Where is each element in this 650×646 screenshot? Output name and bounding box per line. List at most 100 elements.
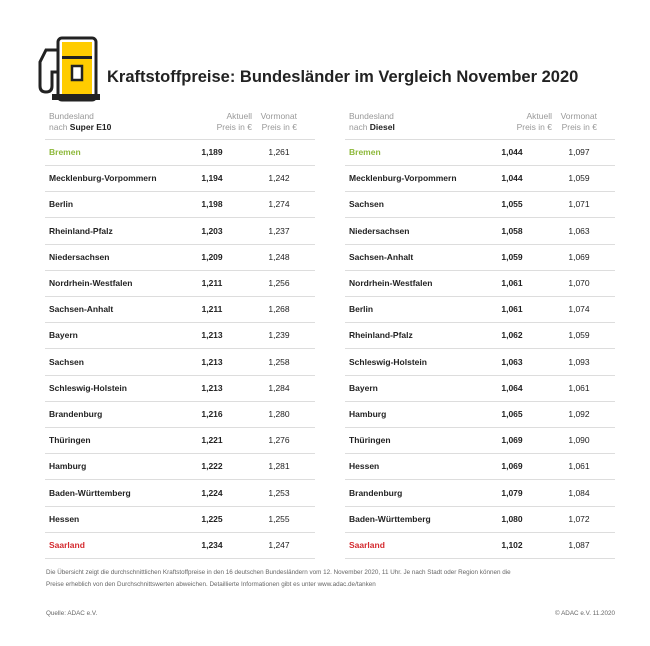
- separator: [45, 191, 315, 193]
- previous-price: 1,071: [568, 199, 590, 210]
- state-name: Sachsen-Anhalt: [49, 304, 114, 315]
- previous-price: 1,268: [268, 304, 290, 315]
- current-price: 1,044: [501, 147, 523, 157]
- current-price: 1,213: [201, 330, 223, 341]
- current-price: 1,222: [201, 461, 223, 472]
- header-fuel: Super E10: [69, 122, 112, 132]
- current-price: 1,062: [501, 330, 523, 341]
- current-price: 1,194: [201, 173, 223, 184]
- separator: [45, 453, 315, 455]
- previous-price: 1,059: [568, 330, 590, 341]
- title: Kraftstoffpreise: Bundesländer im Vergle…: [107, 68, 579, 86]
- previous-price: 1,253: [268, 487, 290, 498]
- current-price: 1,209: [201, 251, 223, 262]
- state-name: Saarland: [349, 540, 385, 550]
- separator: [45, 296, 315, 297]
- header-previous: Vormonat: [560, 111, 597, 121]
- state-name: Hamburg: [49, 461, 87, 472]
- state-name: Rheinland-Pfalz: [49, 225, 113, 236]
- previous-price: 1,097: [568, 147, 590, 157]
- current-price: 1,044: [501, 173, 523, 184]
- separator: [45, 479, 315, 481]
- current-price: 1,058: [501, 225, 523, 236]
- previous-price: 1,237: [268, 225, 290, 236]
- current-price: 1,216: [201, 409, 223, 419]
- current-price: 1,213: [201, 356, 223, 367]
- header-current: Aktuell: [526, 111, 552, 121]
- current-price: 1,065: [501, 409, 523, 419]
- previous-price: 1,093: [568, 356, 590, 367]
- separator: [45, 139, 315, 140]
- previous-price: 1,256: [268, 278, 290, 288]
- current-price: 1,069: [501, 435, 523, 446]
- separator: [345, 558, 615, 559]
- separator: [345, 374, 615, 376]
- previous-price: 1,280: [268, 409, 290, 419]
- separator: [45, 217, 315, 219]
- header-name: nach Super E10: [49, 122, 111, 133]
- separator: [345, 165, 615, 166]
- header-name: nach Diesel: [349, 122, 395, 133]
- header-previous: Preis in €: [561, 122, 597, 132]
- state-name: Brandenburg: [349, 487, 403, 498]
- separator: [45, 427, 315, 428]
- header-fuel: Diesel: [369, 122, 395, 132]
- separator: [345, 531, 615, 533]
- header-text: nach: [349, 122, 370, 132]
- previous-price: 1,087: [568, 540, 590, 550]
- previous-price: 1,255: [268, 513, 290, 524]
- state-name: Sachsen: [49, 356, 84, 367]
- current-price: 1,059: [501, 251, 523, 262]
- separator: [345, 217, 615, 219]
- current-price: 1,198: [201, 199, 223, 210]
- note: Preise erheblich von den Durchschnittswe…: [46, 581, 376, 588]
- previous-price: 1,239: [268, 330, 290, 341]
- previous-price: 1,274: [268, 199, 290, 210]
- current-price: 1,080: [501, 513, 523, 524]
- previous-price: 1,061: [568, 382, 590, 393]
- current-price: 1,213: [201, 382, 223, 393]
- current-price: 1,069: [501, 461, 523, 472]
- separator: [45, 505, 315, 507]
- current-price: 1,061: [501, 304, 523, 315]
- state-name: Saarland: [49, 540, 85, 550]
- separator: [45, 374, 315, 376]
- state-name: Mecklenburg-Vorpommern: [349, 173, 457, 184]
- separator: [45, 400, 315, 402]
- separator: [345, 243, 615, 245]
- fuel-icon: [38, 36, 100, 102]
- current-price: 1,189: [201, 147, 223, 157]
- state-name: Baden-Württemberg: [349, 513, 431, 524]
- separator: [345, 427, 615, 428]
- current-price: 1,221: [201, 435, 223, 446]
- current-price: 1,055: [501, 199, 523, 210]
- header-text: nach: [49, 122, 70, 132]
- header-name: Bundesland: [49, 111, 94, 121]
- state-name: Hamburg: [349, 409, 387, 419]
- note: Die Übersicht zeigt die durchschnittlich…: [46, 569, 511, 576]
- state-name: Schleswig-Holstein: [349, 356, 427, 367]
- separator: [45, 348, 315, 350]
- separator: [45, 558, 315, 559]
- current-price: 1,063: [501, 356, 523, 367]
- state-name: Sachsen-Anhalt: [349, 251, 414, 262]
- previous-price: 1,090: [568, 435, 590, 446]
- current-price: 1,225: [201, 513, 223, 524]
- previous-price: 1,242: [268, 173, 290, 184]
- previous-price: 1,248: [268, 251, 290, 262]
- state-name: Hessen: [49, 513, 80, 524]
- state-name: Sachsen: [349, 199, 384, 210]
- previous-price: 1,070: [568, 278, 590, 288]
- separator: [345, 191, 615, 193]
- current-price: 1,211: [201, 278, 223, 288]
- source: Quelle: ADAC e.V.: [46, 610, 98, 617]
- state-name: Berlin: [49, 199, 74, 210]
- separator: [345, 479, 615, 481]
- state-name: Bayern: [349, 382, 378, 393]
- separator: [45, 269, 315, 271]
- state-name: Bremen: [49, 147, 81, 157]
- previous-price: 1,074: [568, 304, 590, 315]
- header-current: Aktuell: [226, 111, 252, 121]
- state-name: Bayern: [49, 330, 78, 341]
